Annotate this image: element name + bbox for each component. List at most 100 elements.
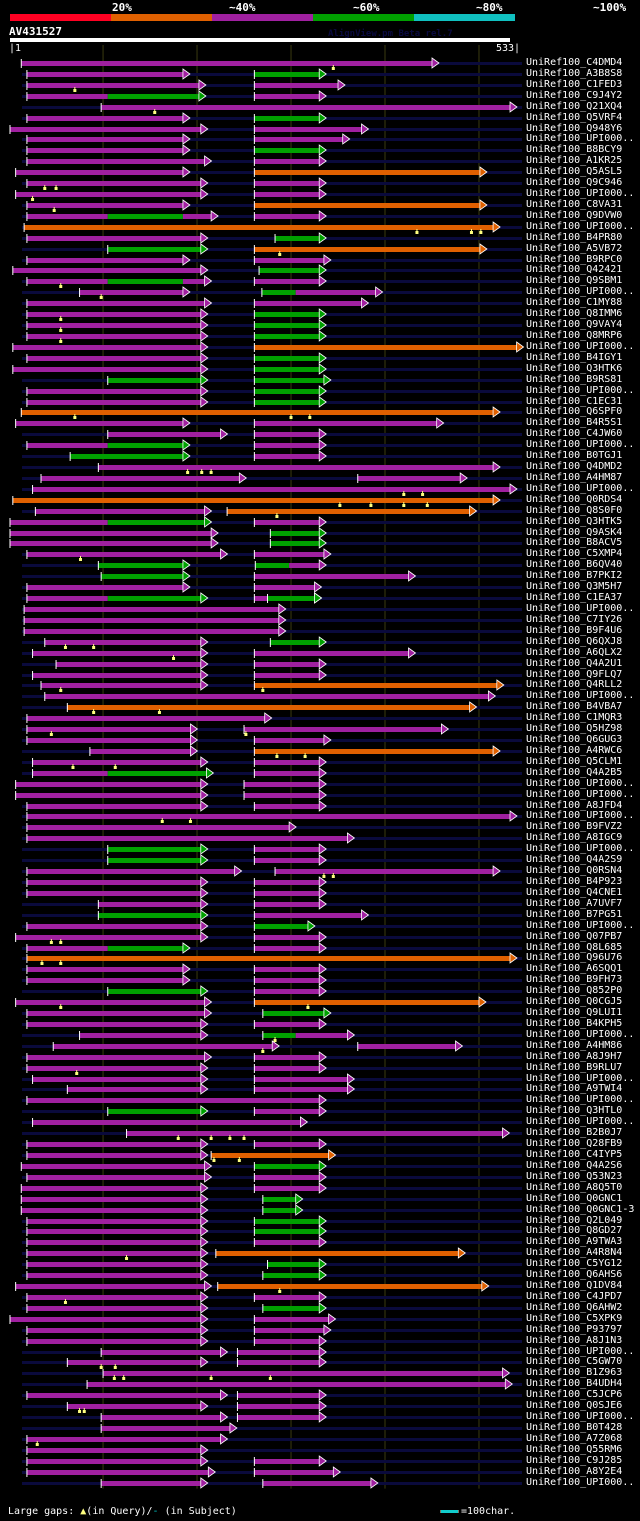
hit-label[interactable]: UniRef100_Q9C946 bbox=[526, 177, 623, 188]
hit-label[interactable]: UniRef100_B9RS81 bbox=[526, 374, 623, 385]
hit-label[interactable]: UniRef100_Q0RSN4 bbox=[526, 865, 623, 876]
hit-label[interactable]: UniRef100_Q53N23 bbox=[526, 1171, 623, 1182]
hit-label[interactable]: UniRef100_Q6QXJ8 bbox=[526, 636, 623, 647]
hit-label[interactable]: UniRef100_UPI000.. bbox=[526, 1411, 635, 1422]
hit-label[interactable]: UniRef100_Q28FB9 bbox=[526, 1138, 623, 1149]
hit-label[interactable]: UniRef100_UPI000.. bbox=[526, 603, 635, 614]
hit-label[interactable]: UniRef100_B4IGY1 bbox=[526, 352, 623, 363]
hit-label[interactable]: UniRef100_Q4A2S9 bbox=[526, 854, 623, 865]
hit-label[interactable]: UniRef100_B4UDH4 bbox=[526, 1378, 623, 1389]
hit-label[interactable]: UniRef100_B9F4U6 bbox=[526, 625, 623, 636]
hit-label[interactable]: UniRef100_Q4CNE1 bbox=[526, 887, 623, 898]
hit-label[interactable]: UniRef100_Q4A2S6 bbox=[526, 1160, 623, 1171]
hit-label[interactable]: UniRef100_UPI000.. bbox=[526, 188, 635, 199]
hit-label[interactable]: UniRef100_A9TWI4 bbox=[526, 1083, 623, 1094]
hit-label[interactable]: UniRef100_C1EC31 bbox=[526, 396, 623, 407]
hit-label[interactable]: UniRef100_Q55RM6 bbox=[526, 1444, 623, 1455]
hit-label[interactable]: UniRef100_Q852P0 bbox=[526, 985, 623, 996]
hit-label[interactable]: UniRef100_B4PR80 bbox=[526, 232, 623, 243]
hit-label[interactable]: UniRef100_A8Y2E4 bbox=[526, 1466, 623, 1477]
hit-label[interactable]: UniRef100_A8IGC9 bbox=[526, 832, 623, 843]
hit-label[interactable]: UniRef100_UPI000.. bbox=[526, 810, 635, 821]
hit-label[interactable]: UniRef100_Q4DMD2 bbox=[526, 461, 623, 472]
hit-label[interactable]: UniRef100_UPI000.. bbox=[526, 1029, 635, 1040]
hit-label[interactable]: UniRef100_B4KPH5 bbox=[526, 1018, 623, 1029]
hit-label[interactable]: UniRef100_UPI000.. bbox=[526, 1346, 635, 1357]
hit-label[interactable]: UniRef100_UPI000.. bbox=[526, 385, 635, 396]
hit-label[interactable]: UniRef100_B2B0J7 bbox=[526, 1127, 623, 1138]
hit-label[interactable]: UniRef100_B4VBA7 bbox=[526, 701, 623, 712]
hit-label[interactable]: UniRef100_A4RWC6 bbox=[526, 745, 623, 756]
hit-label[interactable]: UniRef100_Q948Y6 bbox=[526, 123, 623, 134]
hit-label[interactable]: UniRef100_UPI000.. bbox=[526, 1477, 635, 1488]
hit-label[interactable]: UniRef100_A8JFD4 bbox=[526, 800, 623, 811]
hit-label[interactable]: UniRef100_C7IY26 bbox=[526, 614, 623, 625]
hit-label[interactable]: UniRef100_Q8MRP6 bbox=[526, 330, 623, 341]
hit-label[interactable]: UniRef100_UPI000.. bbox=[526, 778, 635, 789]
hit-label[interactable]: UniRef100_Q8IMM6 bbox=[526, 308, 623, 319]
hit-label[interactable]: UniRef100_Q9DVW0 bbox=[526, 210, 623, 221]
hit-label[interactable]: UniRef100_UPI000.. bbox=[526, 1094, 635, 1105]
hit-label[interactable]: UniRef100_Q96U76 bbox=[526, 952, 623, 963]
hit-label[interactable]: UniRef100_Q5ASL5 bbox=[526, 166, 623, 177]
hit-label[interactable]: UniRef100_A6QLX2 bbox=[526, 647, 623, 658]
hit-label[interactable]: UniRef100_Q2L049 bbox=[526, 1215, 623, 1226]
hit-label[interactable]: UniRef100_C5XPK9 bbox=[526, 1313, 623, 1324]
hit-label[interactable]: UniRef100_Q3HTK6 bbox=[526, 363, 623, 374]
hit-label[interactable]: UniRef100_Q3M5H7 bbox=[526, 581, 623, 592]
hit-label[interactable]: UniRef100_Q9LUI1 bbox=[526, 1007, 623, 1018]
hit-label[interactable]: UniRef100_Q0GNC1-3 bbox=[526, 1204, 635, 1215]
hit-label[interactable]: UniRef100_Q07PB7 bbox=[526, 931, 623, 942]
hit-label[interactable]: UniRef100_Q5VRF4 bbox=[526, 112, 623, 123]
hit-label[interactable]: UniRef100_C5JCP6 bbox=[526, 1389, 623, 1400]
hit-label[interactable]: UniRef100_C1FED3 bbox=[526, 79, 623, 90]
hit-label[interactable]: UniRef100_C1EA37 bbox=[526, 592, 623, 603]
hit-label[interactable]: UniRef100_Q0GNC1 bbox=[526, 1193, 623, 1204]
hit-label[interactable]: UniRef100_A9TWA3 bbox=[526, 1236, 623, 1247]
hit-label[interactable]: UniRef100_B8BCY9 bbox=[526, 144, 623, 155]
hit-label[interactable]: UniRef100_UPI000.. bbox=[526, 483, 635, 494]
hit-label[interactable]: UniRef100_B4P923 bbox=[526, 876, 623, 887]
hit-label[interactable]: UniRef100_B9FH73 bbox=[526, 974, 623, 985]
hit-label[interactable]: UniRef100_A8J9H7 bbox=[526, 1051, 623, 1062]
hit-label[interactable]: UniRef100_B9RPC0 bbox=[526, 254, 623, 265]
hit-label[interactable]: UniRef100_B7PKI2 bbox=[526, 570, 623, 581]
hit-label[interactable]: UniRef100_Q9VAY4 bbox=[526, 319, 623, 330]
hit-label[interactable]: UniRef100_UPI000.. bbox=[526, 690, 635, 701]
hit-label[interactable]: UniRef100_A5VB72 bbox=[526, 243, 623, 254]
hit-label[interactable]: UniRef100_Q5CLM1 bbox=[526, 756, 623, 767]
hit-label[interactable]: UniRef100_B0T428 bbox=[526, 1422, 623, 1433]
hit-label[interactable]: UniRef100_UPI000.. bbox=[526, 843, 635, 854]
hit-label[interactable]: UniRef100_C5GW70 bbox=[526, 1356, 623, 1367]
hit-label[interactable]: UniRef100_B4R5S1 bbox=[526, 417, 623, 428]
hit-label[interactable]: UniRef100_UPI000.. bbox=[526, 1073, 635, 1084]
hit-label[interactable]: UniRef100_UPI000.. bbox=[526, 1116, 635, 1127]
hit-label[interactable]: UniRef100_A8J1N3 bbox=[526, 1335, 623, 1346]
hit-label[interactable]: UniRef100_C4IYP5 bbox=[526, 1149, 623, 1160]
hit-label[interactable]: UniRef100_A1KR25 bbox=[526, 155, 623, 166]
hit-label[interactable]: UniRef100_Q0CGJ5 bbox=[526, 996, 623, 1007]
hit-label[interactable]: UniRef100_Q8S0F0 bbox=[526, 505, 623, 516]
hit-label[interactable]: UniRef100_C1MQR3 bbox=[526, 712, 623, 723]
hit-label[interactable]: UniRef100_UPI000.. bbox=[526, 286, 635, 297]
hit-label[interactable]: UniRef100_Q6AHW2 bbox=[526, 1302, 623, 1313]
hit-label[interactable]: UniRef100_P93797 bbox=[526, 1324, 623, 1335]
hit-label[interactable]: UniRef100_C4JW60 bbox=[526, 428, 623, 439]
hit-label[interactable]: UniRef100_Q0RDS4 bbox=[526, 494, 623, 505]
hit-label[interactable]: UniRef100_UPI000.. bbox=[526, 133, 635, 144]
hit-label[interactable]: UniRef100_B9FVZ2 bbox=[526, 821, 623, 832]
hit-label[interactable]: UniRef100_UPI000.. bbox=[526, 920, 635, 931]
hit-label[interactable]: UniRef100_Q0SJE6 bbox=[526, 1400, 623, 1411]
hit-label[interactable]: UniRef100_C1MY88 bbox=[526, 297, 623, 308]
hit-label[interactable]: UniRef100_Q4A2U1 bbox=[526, 658, 623, 669]
hit-label[interactable]: UniRef100_A6SQQ1 bbox=[526, 963, 623, 974]
hit-label[interactable]: UniRef100_C4JPD7 bbox=[526, 1291, 623, 1302]
hit-label[interactable]: UniRef100_Q42421 bbox=[526, 264, 623, 275]
hit-label[interactable]: UniRef100_C9J285 bbox=[526, 1455, 623, 1466]
hit-label[interactable]: UniRef100_Q9ASK4 bbox=[526, 527, 623, 538]
hit-label[interactable]: UniRef100_Q4RLL2 bbox=[526, 679, 623, 690]
hit-label[interactable]: UniRef100_Q21XQ4 bbox=[526, 101, 623, 112]
hit-label[interactable]: UniRef100_UPI000.. bbox=[526, 341, 635, 352]
hit-label[interactable]: UniRef100_B8ACV5 bbox=[526, 537, 623, 548]
hit-label[interactable]: UniRef100_Q8L685 bbox=[526, 942, 623, 953]
